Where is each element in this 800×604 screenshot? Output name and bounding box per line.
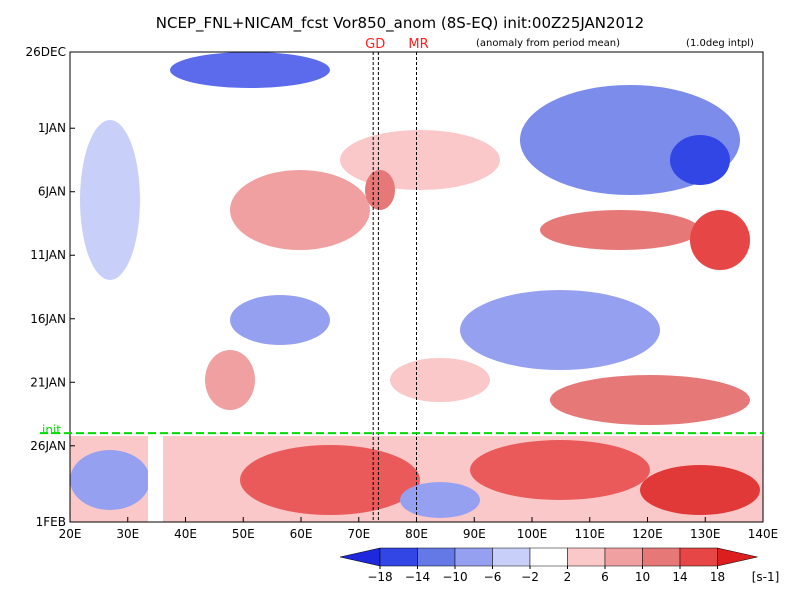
field-blob	[205, 350, 255, 410]
colorbar-swatch	[604, 547, 643, 567]
field-blob	[70, 450, 150, 510]
field-blob	[470, 440, 650, 500]
x-tick-label: 100E	[517, 527, 548, 541]
field-blob	[540, 210, 700, 250]
colorbar-label: 10	[635, 570, 650, 584]
init-label: init	[42, 423, 61, 437]
field-blob	[240, 445, 420, 515]
field-blob	[230, 295, 330, 345]
field	[70, 52, 763, 522]
x-tick-label: 70E	[347, 527, 370, 541]
field-blob	[400, 482, 480, 518]
colorbar-label: −14	[405, 570, 430, 584]
colorbar-label: −2	[521, 570, 539, 584]
field-blob	[670, 135, 730, 185]
y-tick-label: 16JAN	[30, 312, 66, 326]
y-tick-label: 1FEB	[36, 515, 66, 529]
x-tick-label: 90E	[463, 527, 486, 541]
x-tick-label: 80E	[405, 527, 428, 541]
colorbar-swatch	[567, 547, 606, 567]
colorbar-swatch	[679, 547, 718, 567]
y-tick-label: 21JAN	[30, 375, 66, 389]
y-tick-label: 26JAN	[30, 439, 66, 453]
colorbar-label: 14	[672, 570, 687, 584]
annotation: (1.0deg intpl)	[686, 38, 754, 49]
x-tick-label: 20E	[59, 527, 82, 541]
field-blob	[640, 465, 760, 515]
x-tick-label: 60E	[290, 527, 313, 541]
vertical-line-label: MR	[408, 37, 428, 52]
field-blob	[340, 130, 500, 190]
colorbar-swatch	[492, 547, 531, 567]
colorbar-swatch	[339, 547, 381, 567]
colorbar-label: 18	[710, 570, 725, 584]
colorbar-unit: [s-1]	[752, 570, 780, 584]
colorbar-swatch	[717, 547, 758, 567]
y-tick-label: 1JAN	[38, 121, 66, 135]
colorbar-swatch	[454, 547, 493, 567]
x-tick-label: 140E	[748, 527, 779, 541]
field-blob	[170, 52, 330, 88]
field-blob	[365, 170, 395, 210]
colorbar-swatch	[642, 547, 681, 567]
annotation: (anomaly from period mean)	[476, 38, 620, 49]
colorbar-label: −18	[367, 570, 392, 584]
vertical-line-label: GD	[365, 37, 385, 52]
field-blob	[390, 358, 490, 402]
y-tick-label: 26DEC	[26, 45, 66, 59]
colorbar-swatch	[529, 547, 568, 567]
x-tick-label: 120E	[632, 527, 663, 541]
y-tick-label: 6JAN	[38, 185, 66, 199]
x-tick-label: 50E	[232, 527, 255, 541]
colorbar-label: 2	[564, 570, 572, 584]
colorbar-label: 6	[601, 570, 609, 584]
field-blob	[80, 120, 140, 280]
x-tick-label: 30E	[116, 527, 139, 541]
colorbar-label: −6	[484, 570, 502, 584]
colorbar-label: −10	[442, 570, 467, 584]
x-tick-label: 40E	[174, 527, 197, 541]
x-tick-label: 110E	[575, 527, 606, 541]
field-blob	[690, 210, 750, 270]
x-tick-label: 130E	[690, 527, 721, 541]
chart-title: NCEP_FNL+NICAM_fcst Vor850_anom (8S-EQ) …	[156, 14, 644, 33]
field-blob	[230, 170, 370, 250]
missing-data	[148, 436, 163, 522]
field-blob	[550, 375, 750, 425]
y-tick-label: 11JAN	[30, 248, 66, 262]
colorbar-swatch	[379, 547, 418, 567]
colorbar-swatch	[417, 547, 456, 567]
field-blob	[460, 290, 660, 370]
